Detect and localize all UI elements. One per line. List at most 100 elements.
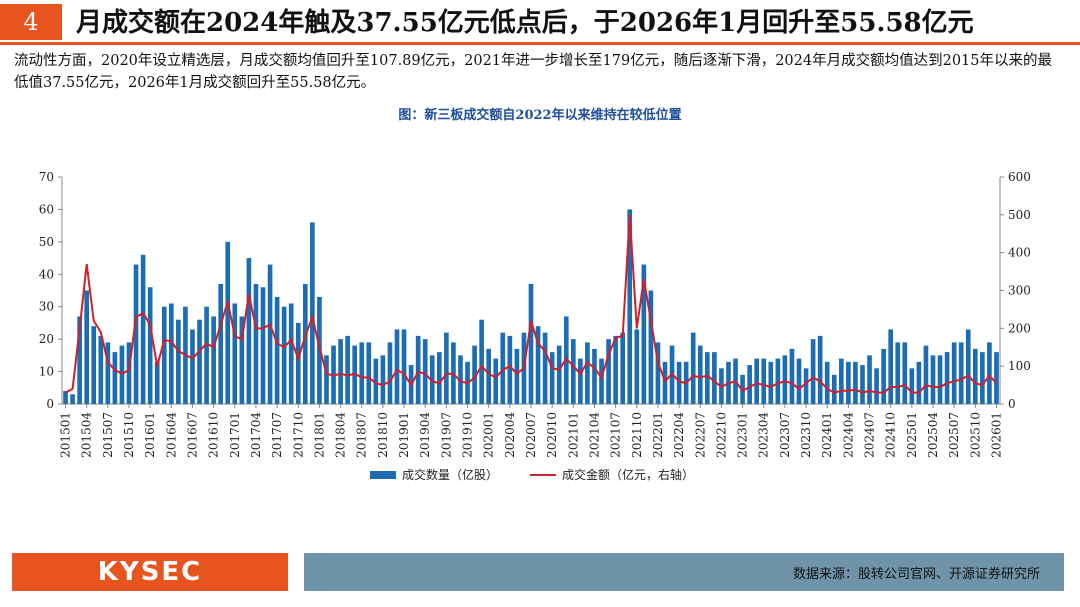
bar <box>599 358 604 404</box>
bar <box>366 342 372 404</box>
x-tick-label: 202601 <box>989 412 1003 458</box>
bar <box>380 355 386 404</box>
bar <box>190 329 195 404</box>
x-tick-label: 202104 <box>587 412 601 458</box>
bar <box>429 355 435 404</box>
bar <box>775 358 781 404</box>
logo: KYSEC <box>12 553 288 591</box>
y-tick-label: 10 <box>39 365 54 379</box>
bar <box>140 254 146 404</box>
bar <box>486 348 492 404</box>
bar <box>387 342 393 404</box>
bar <box>253 284 259 404</box>
bar <box>803 368 809 404</box>
x-tick-label: 201804 <box>334 412 348 458</box>
legend-label: 成交数量（亿股） <box>402 467 498 482</box>
x-tick-label: 202210 <box>714 412 728 458</box>
bar <box>641 264 647 404</box>
bar <box>782 355 788 404</box>
x-tick-label: 202010 <box>545 412 559 458</box>
bar <box>239 316 245 404</box>
bar <box>930 355 936 404</box>
bar <box>211 316 216 404</box>
x-tick-label: 201904 <box>418 412 432 458</box>
x-tick-label: 201601 <box>143 412 157 458</box>
bar <box>867 355 872 404</box>
x-tick-label: 202004 <box>503 412 517 458</box>
x-tick-label: 202507 <box>947 412 961 458</box>
bar <box>846 361 851 404</box>
bar <box>310 222 315 404</box>
bar <box>923 345 929 404</box>
bar <box>436 352 442 404</box>
title-rule <box>0 42 1080 45</box>
x-tick-label: 201610 <box>207 412 221 458</box>
bar <box>810 339 816 404</box>
x-tick-label: 201604 <box>164 412 178 458</box>
x-tick-label: 201807 <box>355 412 369 458</box>
x-tick-label: 201707 <box>270 412 284 458</box>
x-tick-label: 202204 <box>672 412 686 458</box>
bar <box>84 290 90 404</box>
bar <box>295 322 301 404</box>
bar <box>585 342 590 404</box>
bar <box>860 365 865 404</box>
x-tick-label: 202007 <box>524 412 538 458</box>
section-number: 4 <box>0 4 62 40</box>
y-tick-label: 30 <box>39 300 54 314</box>
bar <box>874 368 879 404</box>
x-tick-label: 201907 <box>439 412 453 458</box>
x-tick-label: 201910 <box>461 412 475 458</box>
y-tick-label: 40 <box>39 267 54 281</box>
bar <box>754 358 760 404</box>
x-tick-label: 202410 <box>884 412 898 458</box>
bar <box>648 290 654 404</box>
bar <box>394 329 400 404</box>
bar <box>676 361 682 404</box>
x-tick-label: 202401 <box>820 412 834 458</box>
x-tick-label: 201801 <box>312 412 326 458</box>
bar <box>176 319 181 404</box>
x-tick-label: 202404 <box>841 412 855 458</box>
bar <box>620 332 626 404</box>
source: 数据来源：股转公司官网、开源证券研究所 <box>304 553 1064 591</box>
bar <box>994 352 999 404</box>
bar <box>528 284 534 404</box>
bar <box>359 342 365 404</box>
y-tick-label: 20 <box>39 332 54 346</box>
bar <box>204 306 209 404</box>
x-tick-label: 201810 <box>376 412 390 458</box>
bar <box>458 355 463 404</box>
bar <box>796 358 802 404</box>
bar <box>507 335 513 404</box>
x-tick-label: 202407 <box>863 412 877 458</box>
bar <box>274 296 280 404</box>
x-tick-label: 201504 <box>80 412 94 458</box>
bar <box>789 348 795 404</box>
chart-title: 图：新三板成交额自2022年以来维持在较低位置 <box>398 108 682 123</box>
y2-tick-label: 500 <box>1008 208 1031 222</box>
bar <box>817 335 823 404</box>
bar <box>401 329 407 404</box>
bar <box>662 361 668 404</box>
bar <box>824 361 830 404</box>
bar <box>302 284 308 404</box>
y2-tick-label: 200 <box>1008 321 1031 335</box>
bar <box>853 361 858 404</box>
bar <box>281 306 287 404</box>
bar <box>168 303 174 404</box>
body-text: 流动性方面，2020年设立精选层，月成交额均值回升至107.89亿元，2021年… <box>14 53 1053 91</box>
x-tick-label: 202304 <box>757 412 771 458</box>
bar <box>951 342 957 404</box>
bar <box>549 352 555 404</box>
x-tick-label: 202110 <box>630 412 644 458</box>
bar <box>288 303 294 404</box>
x-tick-label: 201701 <box>228 412 242 458</box>
bar <box>747 365 752 404</box>
bar <box>373 358 379 404</box>
bar <box>246 258 252 404</box>
bar <box>902 342 908 404</box>
bar <box>556 345 562 404</box>
